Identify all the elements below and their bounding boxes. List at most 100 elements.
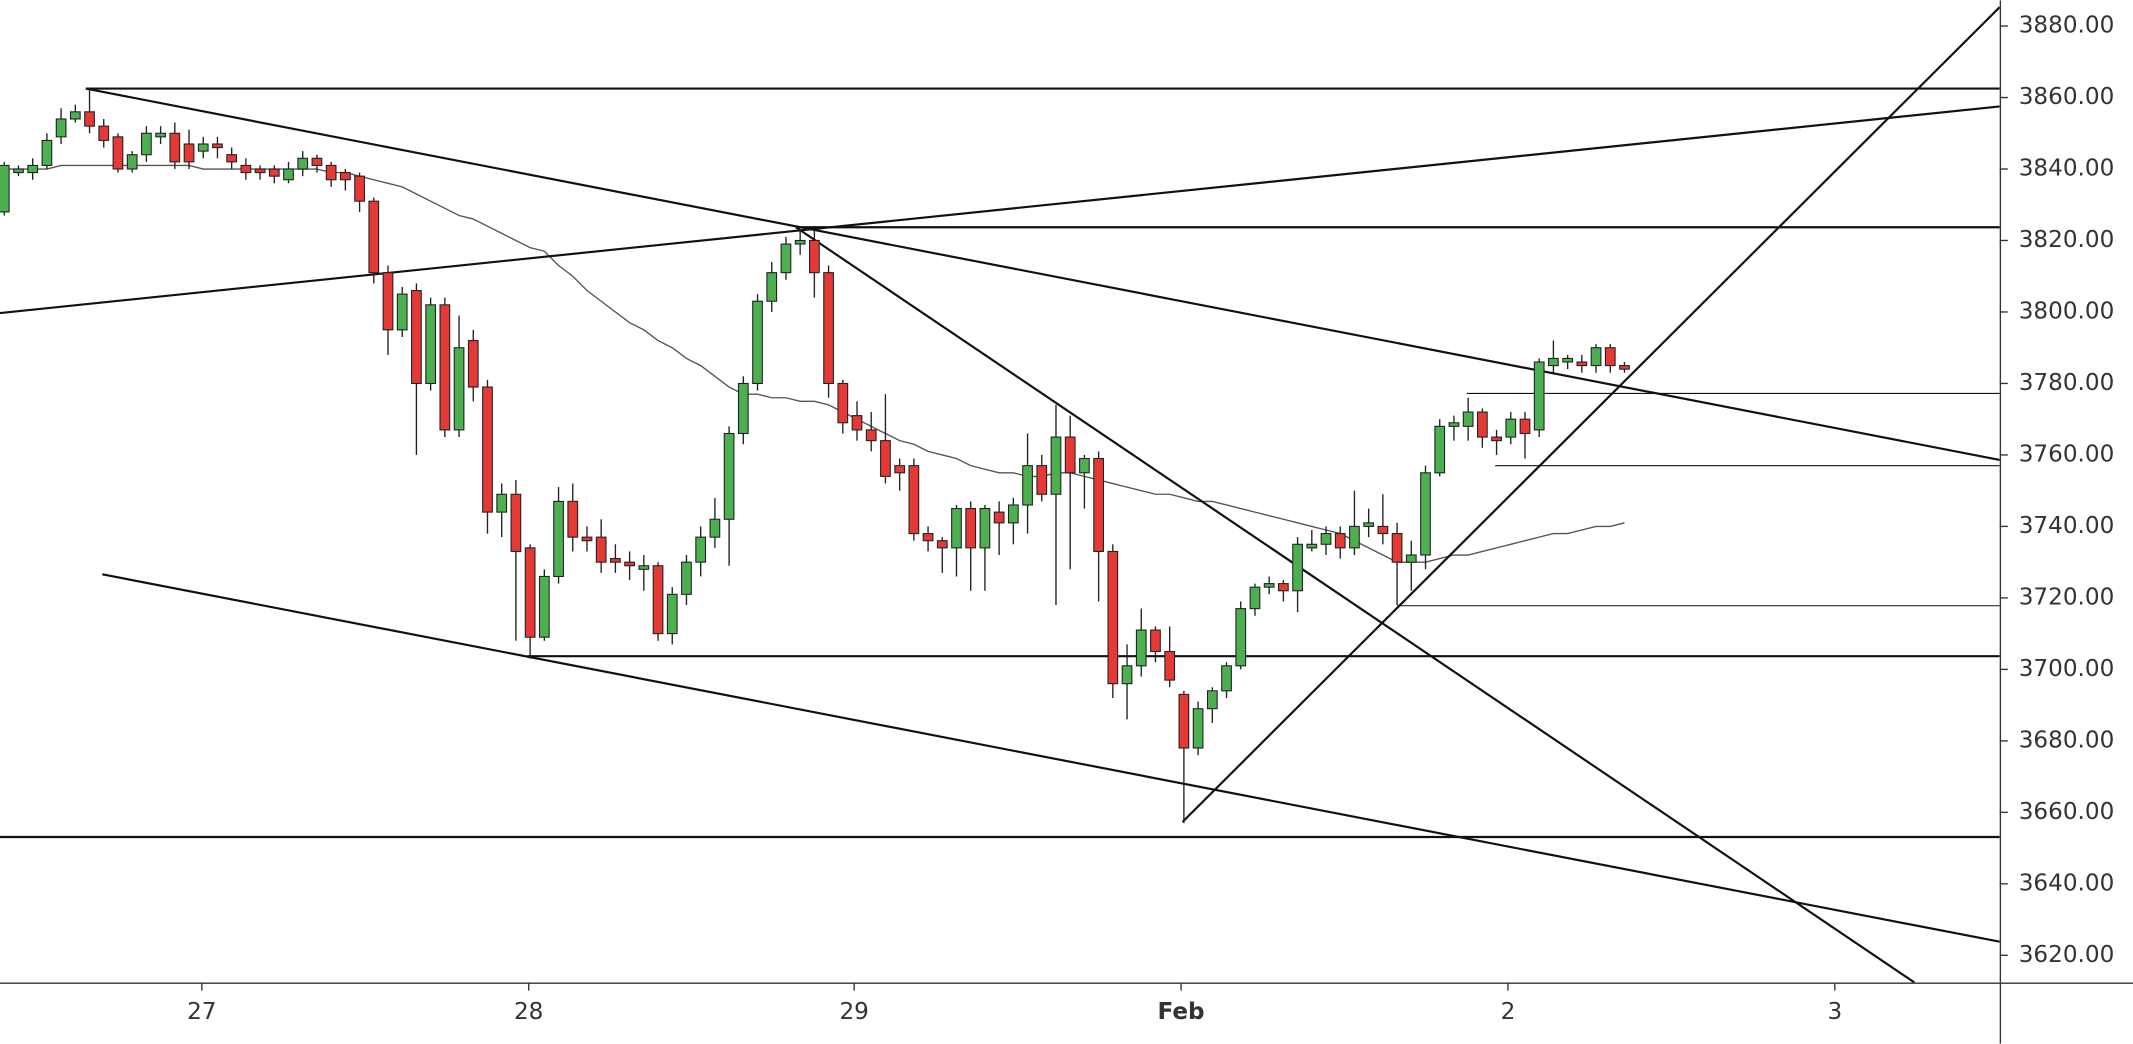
x-tick-label: Feb <box>1158 999 1205 1025</box>
candle-body <box>1206 690 1218 710</box>
candle-body <box>524 547 536 638</box>
candle-body <box>780 243 792 274</box>
candle-body <box>837 382 849 424</box>
y-tick-label: 3640.00 <box>2019 870 2115 896</box>
candle-body <box>638 565 650 570</box>
candle-body <box>567 500 579 538</box>
candle-body <box>1306 543 1318 549</box>
candle-body <box>268 168 280 177</box>
candle-body <box>411 289 422 384</box>
candle-body <box>1349 525 1360 549</box>
candle-body <box>339 172 351 181</box>
y-tick-label: 3780.00 <box>2019 370 2115 396</box>
candle-body <box>965 508 977 549</box>
candle-body <box>41 139 53 166</box>
candle-body <box>311 157 323 166</box>
candle-body <box>55 118 67 138</box>
candle-body <box>666 593 678 635</box>
candle-body <box>1491 436 1502 442</box>
trendline <box>85 87 2000 462</box>
candle-body <box>510 493 522 552</box>
y-tick-label: 3620.00 <box>2019 942 2115 968</box>
candle-body <box>695 536 707 563</box>
candle-body <box>1007 504 1019 524</box>
candle-body <box>681 561 692 595</box>
candle-body <box>709 518 721 538</box>
candle-body <box>908 465 920 535</box>
candle-body <box>1164 650 1176 681</box>
candle-body <box>993 511 1005 524</box>
candle-body <box>382 272 394 331</box>
candle-body <box>240 164 252 174</box>
candle-body <box>27 164 39 174</box>
candle-body <box>197 143 209 152</box>
candle-body <box>1079 457 1090 474</box>
candle-body <box>1178 693 1190 749</box>
candle-body <box>325 164 337 181</box>
y-tick-label: 3880.00 <box>2019 13 2115 39</box>
candle-body <box>1107 550 1119 685</box>
candle-body <box>1462 411 1474 427</box>
x-tick-label: 27 <box>187 999 216 1025</box>
candle-body <box>1420 472 1431 556</box>
candle-body <box>808 239 820 274</box>
candle-body <box>482 386 493 513</box>
candle-body <box>1221 665 1232 692</box>
candle-body <box>595 536 607 563</box>
candle-body <box>1377 525 1389 535</box>
candle-body <box>155 132 166 138</box>
candle-body <box>1263 583 1275 588</box>
x-tick-label: 3 <box>1827 999 1842 1025</box>
candle-body <box>979 508 991 549</box>
candle-body <box>1192 708 1204 749</box>
candle-body <box>1476 411 1488 438</box>
y-tick-label: 3800.00 <box>2019 298 2115 324</box>
candle-body <box>880 440 891 477</box>
candle-body <box>169 132 181 163</box>
candle-body <box>538 575 550 638</box>
y-tick-label: 3720.00 <box>2019 584 2115 610</box>
candle-body <box>624 561 635 567</box>
candle-body <box>1448 422 1460 427</box>
candle-body <box>183 143 195 163</box>
candle-body <box>1093 457 1104 552</box>
y-tick-label: 3740.00 <box>2019 513 2115 539</box>
candle-body <box>951 508 962 549</box>
candle-body <box>84 111 95 127</box>
candle-body <box>112 136 124 170</box>
candle-body <box>1278 583 1289 592</box>
candle-body <box>1135 629 1147 667</box>
x-tick-label: 2 <box>1501 999 1516 1025</box>
candle-body <box>141 132 152 156</box>
candle-body <box>98 125 110 141</box>
candle-body <box>1150 629 1161 653</box>
candle-body <box>865 429 877 442</box>
y-tick-label: 3680.00 <box>2019 727 2115 753</box>
trendline <box>1181 6 2000 823</box>
y-tick-label: 3760.00 <box>2019 441 2115 467</box>
candle-body <box>1533 361 1545 431</box>
candle-body <box>1022 465 1033 506</box>
candle-body <box>610 558 621 563</box>
y-tick-label: 3700.00 <box>2019 656 2115 682</box>
candle-body <box>396 293 408 331</box>
candle-body <box>1562 357 1574 363</box>
candle-body <box>766 272 778 302</box>
trendline <box>795 226 1916 983</box>
candle-body <box>851 415 863 431</box>
candle-body <box>1619 365 1630 370</box>
candle-body <box>894 465 906 474</box>
candle-body <box>0 164 10 213</box>
candle-body <box>581 536 593 542</box>
candle-body <box>737 382 749 435</box>
candle-body <box>1363 522 1375 527</box>
candle-body <box>1505 418 1517 438</box>
candle-body <box>1235 608 1247 667</box>
candle-body <box>652 565 664 635</box>
candle-body <box>1036 465 1048 495</box>
y-tick-label: 3860.00 <box>2019 84 2115 110</box>
candle-body <box>1050 436 1062 495</box>
candle-body <box>1576 361 1588 367</box>
